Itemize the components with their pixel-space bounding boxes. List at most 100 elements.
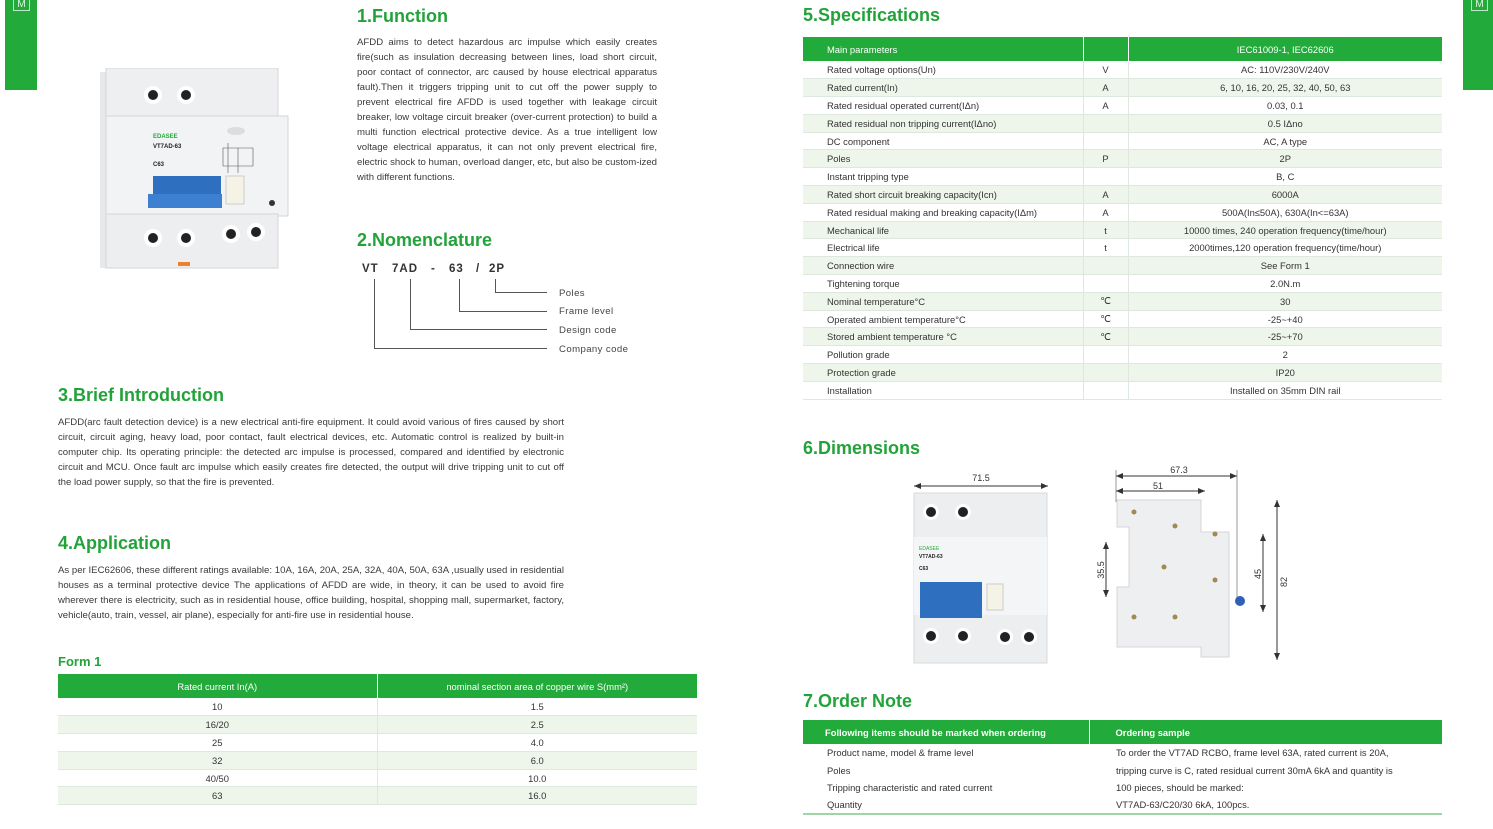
product-image: EDASEE VT7AD-63 C63: [98, 67, 290, 270]
svg-text:67.3: 67.3: [1170, 465, 1188, 475]
table-cell: 2000times,120 operation frequency(time/h…: [1128, 238, 1442, 258]
function-text: AFDD aims to detect hazardous arc impuls…: [357, 37, 657, 183]
specs-row: Tightening torque 2.0N.m: [803, 274, 1442, 293]
form1-row: 40/50 10.0: [58, 769, 697, 788]
order-row: Product name, model & frame level To orde…: [803, 744, 1442, 762]
table-cell: [1083, 363, 1129, 382]
table-cell: Instant tripping type: [803, 167, 1084, 187]
order-table: Following items should be marked when or…: [803, 720, 1442, 815]
table-cell: 6.0: [377, 751, 697, 770]
specs-row: Nominal temperature°C ℃ 30: [803, 292, 1442, 311]
table-cell: -25~+70: [1128, 327, 1442, 347]
intro-text: AFDD(arc fault detection device) is a ne…: [58, 417, 564, 488]
application-text: As per IEC62606, these different ratings…: [58, 565, 564, 621]
table-cell: [1083, 167, 1129, 187]
table-cell: [1083, 256, 1129, 276]
svg-text:VT7AD-63: VT7AD-63: [153, 144, 182, 150]
order-title: 7.Order Note: [803, 691, 913, 711]
table-cell: Connection wire: [803, 256, 1084, 276]
table-cell: Rated current(In): [803, 78, 1084, 98]
specs-title: 5.Specifications: [803, 5, 941, 25]
table-cell: AC: 110V/230V/240V: [1128, 61, 1442, 80]
table-cell: Operated ambient temperature°C: [803, 310, 1084, 329]
table-cell: 16/20: [58, 715, 378, 735]
table-cell: 4.0: [377, 733, 697, 752]
dimensions-title: 6.Dimensions: [803, 438, 921, 458]
svg-text:VT7AD-63: VT7AD-63: [919, 554, 943, 560]
svg-text:C63: C63: [919, 566, 928, 572]
side-tab-left: M: [5, 0, 37, 90]
table-cell: 100 pieces, should be marked:: [1089, 779, 1442, 797]
dimension-drawing-front: 71.5 EDASEE VT7AD-63 C63: [905, 462, 1055, 672]
specs-row: Rated residual non tripping current(IΔno…: [803, 114, 1442, 133]
table-cell: 10.0: [377, 769, 697, 788]
table-cell: Rated short circuit breaking capacity(Ic…: [803, 185, 1084, 204]
table-cell: B, C: [1128, 167, 1442, 187]
form1-row: 63 16.0: [58, 786, 697, 806]
table-cell: Installed on 35mm DIN rail: [1128, 381, 1442, 400]
table-cell: 16.0: [377, 786, 697, 806]
specs-row: Operated ambient temperature°C ℃ -25~+40: [803, 310, 1442, 329]
table-cell: A: [1083, 185, 1129, 204]
table-cell: [1083, 114, 1129, 133]
svg-text:EDASEE: EDASEE: [153, 134, 178, 140]
form1-row: 25 4.0: [58, 733, 697, 752]
specs-row: Protection grade IP20: [803, 363, 1442, 382]
table-cell: 40/50: [58, 769, 378, 788]
svg-text:35.5: 35.5: [1096, 561, 1106, 579]
specs-row: Rated voltage options(Un) V AC: 110V/230V/…: [803, 61, 1442, 80]
table-cell: 32: [58, 751, 378, 770]
specs-row: Installation Installed on 35mm DIN rail: [803, 381, 1442, 400]
table-cell: 2: [1128, 345, 1442, 365]
table-cell: Tripping characteristic and rated curren…: [803, 779, 1089, 797]
table-cell: Protection grade: [803, 363, 1084, 382]
table-cell: AC, A type: [1128, 132, 1442, 151]
table-cell: -25~+40: [1128, 310, 1442, 329]
order-row: Poles tripping curve is C, rated residual…: [803, 761, 1442, 779]
table-cell: See Form 1: [1128, 256, 1442, 276]
order-row: Quantity VT7AD-63/C20/30 6kA, 100pcs.: [803, 796, 1442, 814]
intro-title: 3.Brief Introduction: [58, 385, 224, 405]
table-cell: To order the VT7AD RCBO, frame level 63A…: [1089, 744, 1442, 762]
svg-text:45: 45: [1253, 569, 1263, 579]
table-cell: 63: [58, 786, 378, 806]
specs-row: Poles P 2P: [803, 149, 1442, 169]
table-cell: IP20: [1128, 363, 1442, 382]
specs-row: DC component AC, A type: [803, 132, 1442, 151]
table-cell: P: [1083, 149, 1129, 169]
table-cell: A: [1083, 78, 1129, 98]
table-cell: 1.5: [377, 698, 697, 717]
table-cell: Mechanical life: [803, 221, 1084, 240]
table-cell: Rated voltage options(Un): [803, 61, 1084, 80]
table-cell: ℃: [1083, 327, 1129, 347]
table-cell: 2.5: [377, 715, 697, 735]
specs-row: Connection wire See Form 1: [803, 256, 1442, 276]
table-cell: Poles: [803, 149, 1084, 169]
specs-row: Stored ambient temperature °C ℃ -25~+70: [803, 327, 1442, 347]
specs-row: Rated residual operated current(IΔn) A 0.0…: [803, 96, 1442, 115]
svg-text:71.5: 71.5: [972, 473, 990, 483]
table-cell: Installation: [803, 381, 1084, 400]
dimension-drawing-side: 67.3 51 35.5 45 82: [1095, 462, 1295, 672]
svg-text:C63: C63: [153, 162, 165, 168]
table-cell: 30: [1128, 292, 1442, 311]
table-cell: A: [1083, 203, 1129, 222]
table-cell: Rated residual non tripping current(IΔno…: [803, 114, 1084, 133]
table-cell: 2.0N.m: [1128, 274, 1442, 293]
table-cell: t: [1083, 238, 1129, 258]
table-cell: 0.03, 0.1: [1128, 96, 1442, 115]
nomenclature-label: Company code: [559, 344, 629, 355]
table-cell: Poles: [803, 761, 1089, 779]
svg-text:51: 51: [1153, 481, 1163, 491]
svg-text:EDASEE: EDASEE: [919, 546, 940, 552]
specs-row: Rated residual making and breaking capac…: [803, 203, 1442, 222]
specs-row: Pollution grade 2: [803, 345, 1442, 365]
specs-row: Electrical life t 2000times,120 operation …: [803, 238, 1442, 258]
table-cell: 2P: [1128, 149, 1442, 169]
form1-row: 16/20 2.5: [58, 715, 697, 735]
application-title: 4.Application: [58, 533, 172, 553]
specs-row: Instant tripping type B, C: [803, 167, 1442, 187]
table-cell: t: [1083, 221, 1129, 240]
table-cell: A: [1083, 96, 1129, 115]
svg-text:82: 82: [1279, 577, 1289, 587]
